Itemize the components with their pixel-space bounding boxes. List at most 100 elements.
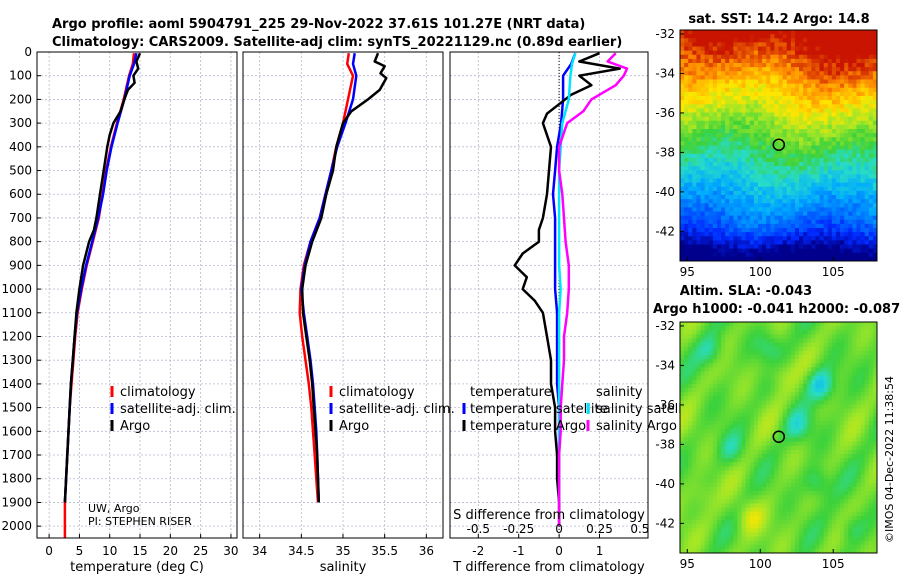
- map-cell: [774, 495, 779, 500]
- map-cell: [688, 248, 693, 254]
- map-cell: [831, 355, 837, 360]
- map-cell: [692, 482, 697, 488]
- map-cell: [757, 346, 763, 352]
- map-cell: [831, 211, 837, 217]
- map-cell: [803, 63, 808, 68]
- map-cell: [725, 153, 730, 159]
- map-cell: [700, 482, 706, 488]
- map-cell: [770, 178, 775, 184]
- map-cell: [708, 449, 714, 455]
- map-cell: [827, 367, 833, 372]
- map-cell: [856, 388, 861, 393]
- map-cell: [712, 186, 718, 192]
- map-cell: [819, 400, 825, 405]
- map-cell: [844, 162, 849, 167]
- map-cell: [827, 252, 833, 258]
- map-cell: [815, 182, 820, 188]
- map-cell: [733, 363, 738, 368]
- map-cell: [737, 211, 742, 217]
- map-cell: [786, 71, 792, 76]
- map-cell: [790, 371, 796, 377]
- map-cell: [725, 363, 730, 368]
- map-cell: [794, 462, 800, 467]
- map-cell: [700, 248, 706, 254]
- map-cell: [684, 256, 689, 262]
- map-cell: [774, 487, 779, 492]
- map-cell: [688, 466, 693, 471]
- map-cell: [856, 474, 861, 480]
- map-cell: [872, 100, 878, 105]
- map-cell: [688, 182, 693, 188]
- map-cell: [811, 67, 816, 72]
- map-cell: [844, 42, 849, 47]
- map-cell: [725, 252, 730, 258]
- map-cell: [688, 207, 693, 212]
- map-cell: [770, 38, 775, 43]
- map-cell: [852, 454, 857, 459]
- map-cell: [729, 383, 734, 389]
- map-cell: [848, 50, 853, 56]
- map-cell: [708, 240, 714, 245]
- map-cell: [872, 83, 878, 89]
- map-cell: [762, 137, 767, 142]
- map-cell: [831, 433, 837, 438]
- map-cell: [688, 416, 693, 422]
- map-cell: [741, 491, 747, 496]
- map-cell: [852, 429, 857, 434]
- map-cell: [696, 379, 701, 385]
- map-cell: [745, 359, 751, 364]
- map-cell: [704, 375, 710, 381]
- map-cell: [725, 412, 730, 418]
- map-cell: [844, 149, 849, 155]
- map-cell: [790, 322, 796, 327]
- map-cell: [778, 133, 783, 138]
- map-cell: [680, 334, 685, 339]
- map-cell: [852, 375, 857, 381]
- map-cell: [762, 67, 767, 72]
- map-cell: [860, 149, 866, 155]
- map-cell: [770, 363, 775, 368]
- map-cell: [823, 75, 829, 80]
- map-cell: [860, 207, 866, 212]
- map-cell: [811, 166, 816, 171]
- map-cell: [868, 195, 874, 200]
- map-cell: [872, 34, 878, 39]
- map-cell: [680, 87, 685, 93]
- map-cell: [799, 350, 804, 356]
- map-cell: [708, 145, 714, 151]
- map-cell: [721, 256, 726, 262]
- map-cell: [807, 170, 812, 175]
- map-cell: [844, 79, 849, 85]
- map-cell: [774, 334, 779, 339]
- map-cell: [807, 141, 812, 146]
- map-cell: [745, 67, 751, 72]
- map-cell: [872, 408, 878, 414]
- map-cell: [807, 182, 812, 188]
- map-cell: [729, 441, 734, 447]
- map-cell: [684, 474, 689, 480]
- map-cell: [741, 58, 747, 64]
- map-cell: [725, 445, 730, 451]
- map-cell: [700, 137, 706, 142]
- map-cell: [786, 112, 792, 118]
- map-cell: [757, 466, 763, 471]
- map-cell: [803, 223, 808, 229]
- map-cell: [729, 379, 734, 385]
- temperature-difference-axis-label: T difference from climatology: [452, 560, 645, 575]
- map-cell: [733, 400, 738, 405]
- map-cell: [708, 141, 714, 146]
- map-cell: [823, 236, 829, 241]
- map-cell: [782, 50, 788, 56]
- map-cell: [856, 223, 861, 229]
- map-cell: [790, 334, 796, 339]
- map-cell: [745, 433, 751, 438]
- map-cell: [848, 46, 853, 52]
- map-cell: [794, 79, 800, 85]
- map-cell: [790, 75, 796, 80]
- map-cell: [799, 207, 804, 212]
- map-cell: [831, 392, 837, 397]
- map-cell: [766, 149, 771, 155]
- map-cell: [799, 441, 804, 447]
- map-cell: [766, 182, 771, 188]
- map-cell: [749, 112, 755, 118]
